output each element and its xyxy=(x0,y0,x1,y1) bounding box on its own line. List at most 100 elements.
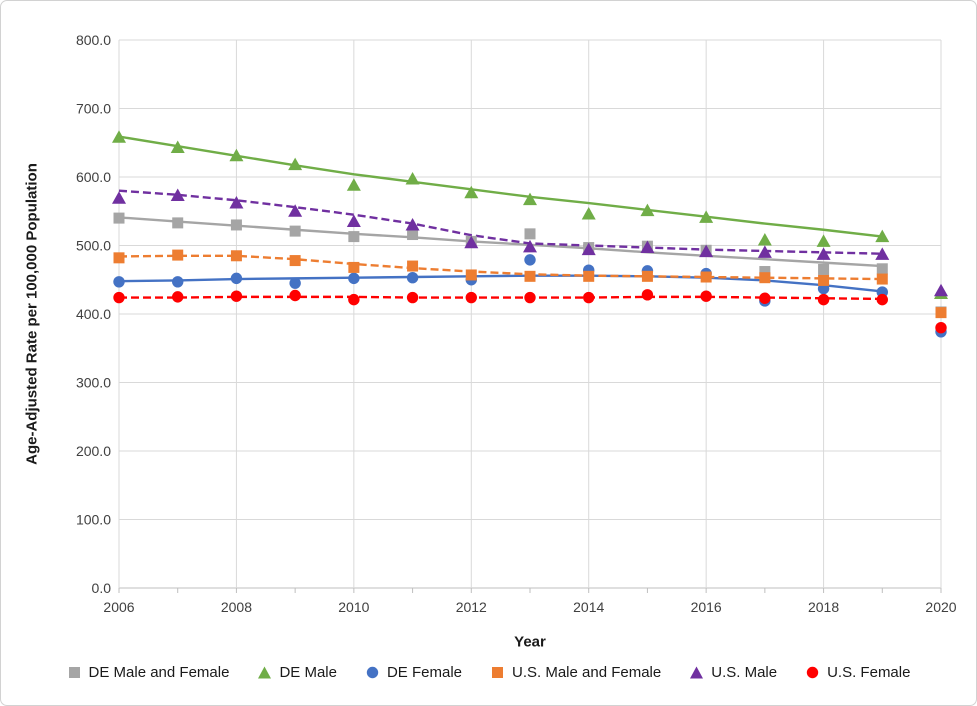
marker-u-s-female xyxy=(230,290,243,302)
marker-u-s-male xyxy=(170,188,185,201)
marker-de-male xyxy=(112,130,126,143)
marker-de-male xyxy=(581,206,596,220)
x-axis-title: Year xyxy=(514,633,546,651)
marker-de-male-and-female xyxy=(524,228,536,240)
y-tick-label: 400.0 xyxy=(76,306,111,322)
marker-u-s-female xyxy=(348,293,360,306)
x-tick-label: 2010 xyxy=(338,599,369,615)
marker-u-s-female xyxy=(406,291,419,304)
trendline-de-female xyxy=(118,274,883,293)
marker-de-male xyxy=(170,140,185,154)
marker-de-male-and-female xyxy=(230,219,242,231)
marker-u-s-male xyxy=(405,217,420,231)
legend-marker-triangle-icon xyxy=(258,666,272,679)
marker-u-s-male xyxy=(581,242,596,256)
marker-de-male xyxy=(346,178,361,191)
marker-de-female xyxy=(348,272,360,285)
marker-u-s-male xyxy=(640,240,655,254)
marker-u-s-female xyxy=(524,291,536,304)
marker-de-male-and-female xyxy=(172,217,184,229)
legend-label: U.S. Male xyxy=(711,664,778,681)
marker-u-s-male-and-female xyxy=(641,270,653,282)
marker-de-male xyxy=(288,157,303,171)
marker-u-s-male xyxy=(112,191,126,204)
marker-de-male-and-female xyxy=(759,266,771,278)
legend-item-de-male: DE Male xyxy=(257,664,337,681)
marker-u-s-female xyxy=(759,292,771,304)
legend-item-de-female: DE Female xyxy=(365,664,462,681)
marker-de-male-and-female xyxy=(876,263,888,275)
x-tick-label: 2006 xyxy=(103,599,134,615)
marker-u-s-male xyxy=(699,244,714,258)
trendline-u-s-female xyxy=(119,295,883,301)
marker-u-s-female xyxy=(641,289,654,301)
y-tick-label: 300.0 xyxy=(76,375,111,391)
marker-u-s-male xyxy=(229,196,244,209)
x-tick-label: 2020 xyxy=(925,599,956,615)
marker-u-s-male-and-female xyxy=(113,252,125,264)
marker-u-s-male-and-female xyxy=(876,273,888,285)
marker-u-s-female xyxy=(465,291,477,304)
marker-de-male-and-female xyxy=(289,225,301,237)
marker-u-s-female xyxy=(817,293,830,306)
marker-u-s-male xyxy=(934,283,948,297)
legend-marker-square-icon xyxy=(68,667,80,678)
y-tick-label: 700.0 xyxy=(76,101,111,117)
x-tick-label: 2018 xyxy=(808,599,839,615)
marker-u-s-male xyxy=(523,239,537,253)
y-tick-label: 200.0 xyxy=(76,443,111,459)
y-tick-label: 600.0 xyxy=(76,169,111,185)
marker-u-s-male xyxy=(757,245,772,258)
marker-u-s-male xyxy=(875,247,890,260)
marker-u-s-female xyxy=(935,322,947,334)
marker-u-s-male xyxy=(288,204,303,217)
marker-u-s-male-and-female xyxy=(407,260,419,272)
marker-u-s-male xyxy=(816,247,831,260)
x-tick-label: 2014 xyxy=(573,599,604,615)
marker-de-female xyxy=(230,272,243,285)
marker-u-s-male-and-female xyxy=(289,255,301,267)
marker-de-male xyxy=(405,172,420,185)
marker-de-female xyxy=(406,271,419,284)
y-axis-title: Age-Adjusted Rate per 100,000 Population xyxy=(23,163,41,465)
legend-marker-circle-icon xyxy=(366,666,379,679)
legend-label: U.S. Male and Female xyxy=(512,664,662,681)
legend-item-u-s-male: U.S. Male xyxy=(689,664,777,681)
legend-label: U.S. Female xyxy=(827,664,911,681)
legend-item-de-male-and-female: DE Male and Female xyxy=(67,664,230,681)
y-tick-label: 100.0 xyxy=(76,512,111,528)
y-tick-label: 800.0 xyxy=(76,32,111,48)
marker-de-female xyxy=(113,276,125,288)
legend-item-u-s-female: U.S. Female xyxy=(805,664,910,681)
marker-de-male-and-female xyxy=(113,212,125,224)
legend-marker-square-icon xyxy=(492,667,503,678)
x-tick-label: 2008 xyxy=(221,599,252,615)
marker-u-s-male-and-female xyxy=(348,261,360,273)
marker-de-male xyxy=(229,148,244,162)
marker-u-s-female xyxy=(289,289,301,302)
marker-de-female xyxy=(289,277,301,289)
legend-label: DE Male and Female xyxy=(88,664,230,681)
marker-u-s-female xyxy=(876,293,888,306)
legend-marker-triangle-icon xyxy=(690,666,704,679)
marker-u-s-male-and-female xyxy=(935,307,947,319)
marker-de-male-and-female xyxy=(818,263,830,275)
x-tick-label: 2012 xyxy=(456,599,487,615)
legend-label: DE Female xyxy=(386,664,462,681)
marker-u-s-female xyxy=(172,291,184,303)
marker-u-s-male-and-female xyxy=(524,270,536,282)
legend-marker-circle-icon xyxy=(806,666,819,679)
trendline-u-s-male-and-female xyxy=(118,254,883,281)
y-tick-label: 500.0 xyxy=(76,238,111,254)
marker-de-male xyxy=(816,234,831,247)
legend: DE Male and Female DE Male DE Female U.S. M… xyxy=(1,664,976,681)
marker-de-male xyxy=(523,192,537,206)
marker-u-s-female xyxy=(700,290,712,302)
marker-de-male xyxy=(875,229,890,243)
marker-u-s-male-and-female xyxy=(818,274,830,286)
legend-item-u-s-male-and-female: U.S. Male and Female xyxy=(490,664,661,681)
trendline-de-male xyxy=(118,135,883,238)
marker-de-male-and-female xyxy=(407,229,419,241)
trendline-u-s-male xyxy=(118,189,883,255)
